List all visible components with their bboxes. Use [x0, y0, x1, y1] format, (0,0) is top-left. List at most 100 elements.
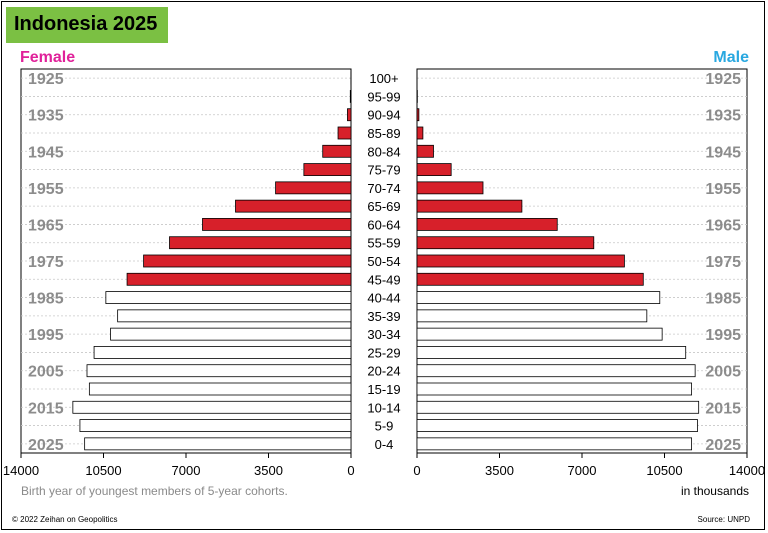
unit-label: in thousands	[680, 484, 749, 498]
male-year-label: 2025	[705, 437, 741, 454]
female-bar	[275, 181, 352, 195]
female-label: Female	[20, 49, 76, 66]
age-group-label: 90-94	[367, 108, 400, 123]
male-bar	[416, 218, 558, 231]
female-year-label: 1975	[28, 254, 64, 271]
age-group-label: 5-9	[375, 419, 394, 434]
female-year-label: 1925	[28, 71, 64, 88]
age-group-label: 40-44	[367, 291, 400, 306]
age-group-label: 50-54	[367, 254, 400, 269]
age-group-label: 60-64	[367, 217, 400, 232]
age-group-label: 85-89	[367, 126, 400, 141]
male-bar	[416, 181, 484, 195]
female-bar	[93, 346, 352, 359]
female-bar	[143, 254, 352, 268]
age-group-label: 35-39	[367, 309, 400, 324]
male-year-label: 1985	[705, 291, 741, 308]
female-bar	[126, 272, 352, 286]
age-group-label: 80-84	[367, 144, 400, 159]
female-year-label: 1955	[28, 181, 64, 198]
male-bar	[416, 163, 452, 176]
male-year-label: 1975	[705, 254, 741, 271]
male-bar	[416, 346, 687, 359]
female-year-label: 2015	[28, 400, 64, 417]
male-bar	[416, 272, 644, 286]
female-bar	[169, 236, 352, 250]
male-x-tick-label: 14000	[729, 463, 765, 478]
female-bar	[88, 382, 352, 396]
female-x-tick-label: 10500	[85, 463, 121, 478]
female-x-tick-label: 7000	[172, 463, 201, 478]
age-group-label: 65-69	[367, 199, 400, 214]
age-group-label: 20-24	[367, 364, 400, 379]
male-x-tick-label: 3500	[485, 463, 514, 478]
female-x-tick-label: 14000	[3, 463, 39, 478]
male-year-label: 2005	[705, 364, 741, 381]
age-group-label: 100+	[369, 71, 398, 86]
female-x-tick-label: 3500	[254, 463, 283, 478]
female-bar	[72, 400, 352, 414]
male-year-label: 1995	[705, 327, 741, 344]
female-bar	[303, 163, 352, 176]
female-bar	[337, 126, 352, 140]
age-group-label: 45-49	[367, 272, 400, 287]
male-bar	[416, 236, 595, 250]
male-year-label: 1965	[705, 217, 741, 234]
female-bar	[349, 90, 352, 103]
age-group-label: 25-29	[367, 345, 400, 360]
age-group-label: 15-19	[367, 382, 400, 397]
age-group-label: 70-74	[367, 181, 400, 196]
male-bar	[416, 382, 693, 396]
female-bar	[84, 437, 352, 451]
male-bar	[416, 144, 434, 158]
female-year-label: 2005	[28, 364, 64, 381]
female-year-label: 1995	[28, 327, 64, 344]
female-bar	[79, 419, 352, 432]
female-year-label: 1935	[28, 108, 64, 125]
female-year-label: 1965	[28, 217, 64, 234]
age-group-label: 75-79	[367, 163, 400, 178]
male-bar	[416, 108, 420, 122]
female-x-tick-label: 0	[347, 463, 354, 478]
female-year-label: 1985	[28, 291, 64, 308]
male-bar	[416, 291, 661, 304]
female-bar	[110, 327, 352, 341]
male-bar	[416, 309, 648, 323]
male-bar	[416, 364, 696, 378]
cohort-note: Birth year of youngest members of 5-year…	[21, 484, 288, 498]
male-x-tick-label: 10500	[646, 463, 682, 478]
female-year-label: 2025	[28, 437, 64, 454]
age-group-label: 0-4	[375, 437, 394, 452]
male-year-label: 1925	[705, 71, 741, 88]
male-bar	[416, 254, 625, 268]
male-bar	[416, 437, 693, 451]
male-year-label: 1955	[705, 181, 741, 198]
male-bar	[416, 327, 663, 341]
male-label: Male	[713, 49, 749, 66]
female-bar	[105, 291, 352, 304]
male-year-label: 1935	[705, 108, 741, 125]
male-year-label: 1945	[705, 144, 741, 161]
age-group-label: 95-99	[367, 89, 400, 104]
female-bar	[117, 309, 352, 323]
male-year-label: 2015	[705, 400, 741, 417]
female-bar	[202, 218, 352, 231]
source-text: Source: UNPD	[697, 515, 750, 524]
female-bar	[322, 144, 352, 158]
male-bar	[416, 419, 698, 432]
female-bar	[86, 364, 352, 378]
male-x-tick-label: 0	[413, 463, 420, 478]
age-group-label: 30-34	[367, 327, 400, 342]
chart-title: Indonesia 2025	[14, 13, 158, 35]
male-bar	[416, 199, 523, 213]
female-bar	[235, 199, 352, 213]
title-background	[6, 7, 168, 43]
female-year-label: 1945	[28, 144, 64, 161]
male-bar	[416, 400, 700, 414]
female-bar	[347, 108, 352, 122]
male-x-tick-label: 7000	[568, 463, 597, 478]
male-bar	[416, 126, 424, 140]
age-group-label: 10-14	[367, 400, 400, 415]
age-group-label: 55-59	[367, 236, 400, 251]
